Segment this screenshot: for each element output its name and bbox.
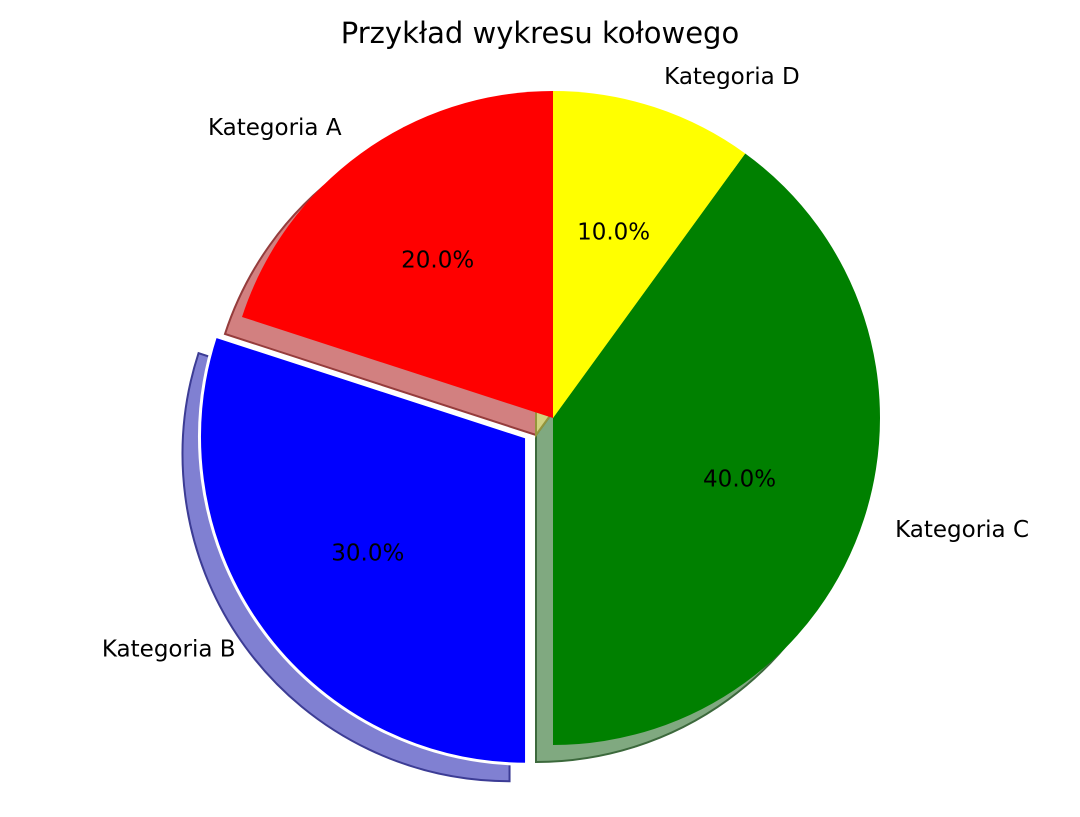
percent-label: 10.0% — [577, 219, 650, 245]
percent-label: 20.0% — [401, 247, 474, 273]
category-label: Kategoria C — [895, 517, 1029, 543]
chart-title: Przykład wykresu kołowego — [341, 16, 739, 50]
label-layer: Kategoria A 20.0% Kategoria B 30.0% Kategori… — [102, 64, 1029, 663]
category-label: Kategoria B — [102, 637, 236, 663]
wedge-kategoria-c — [553, 153, 881, 746]
wedge-layer — [198, 91, 881, 766]
wedge-kategoria-b — [198, 334, 529, 766]
category-label: Kategoria D — [664, 64, 800, 90]
percent-label: 40.0% — [703, 467, 776, 493]
wedge-kategoria-a — [242, 91, 553, 418]
category-label: Kategoria A — [208, 115, 342, 141]
percent-label: 30.0% — [331, 541, 404, 567]
wedge-kategoria-d — [553, 91, 746, 418]
